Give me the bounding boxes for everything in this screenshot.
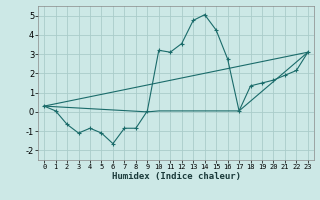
X-axis label: Humidex (Indice chaleur): Humidex (Indice chaleur)	[111, 172, 241, 181]
